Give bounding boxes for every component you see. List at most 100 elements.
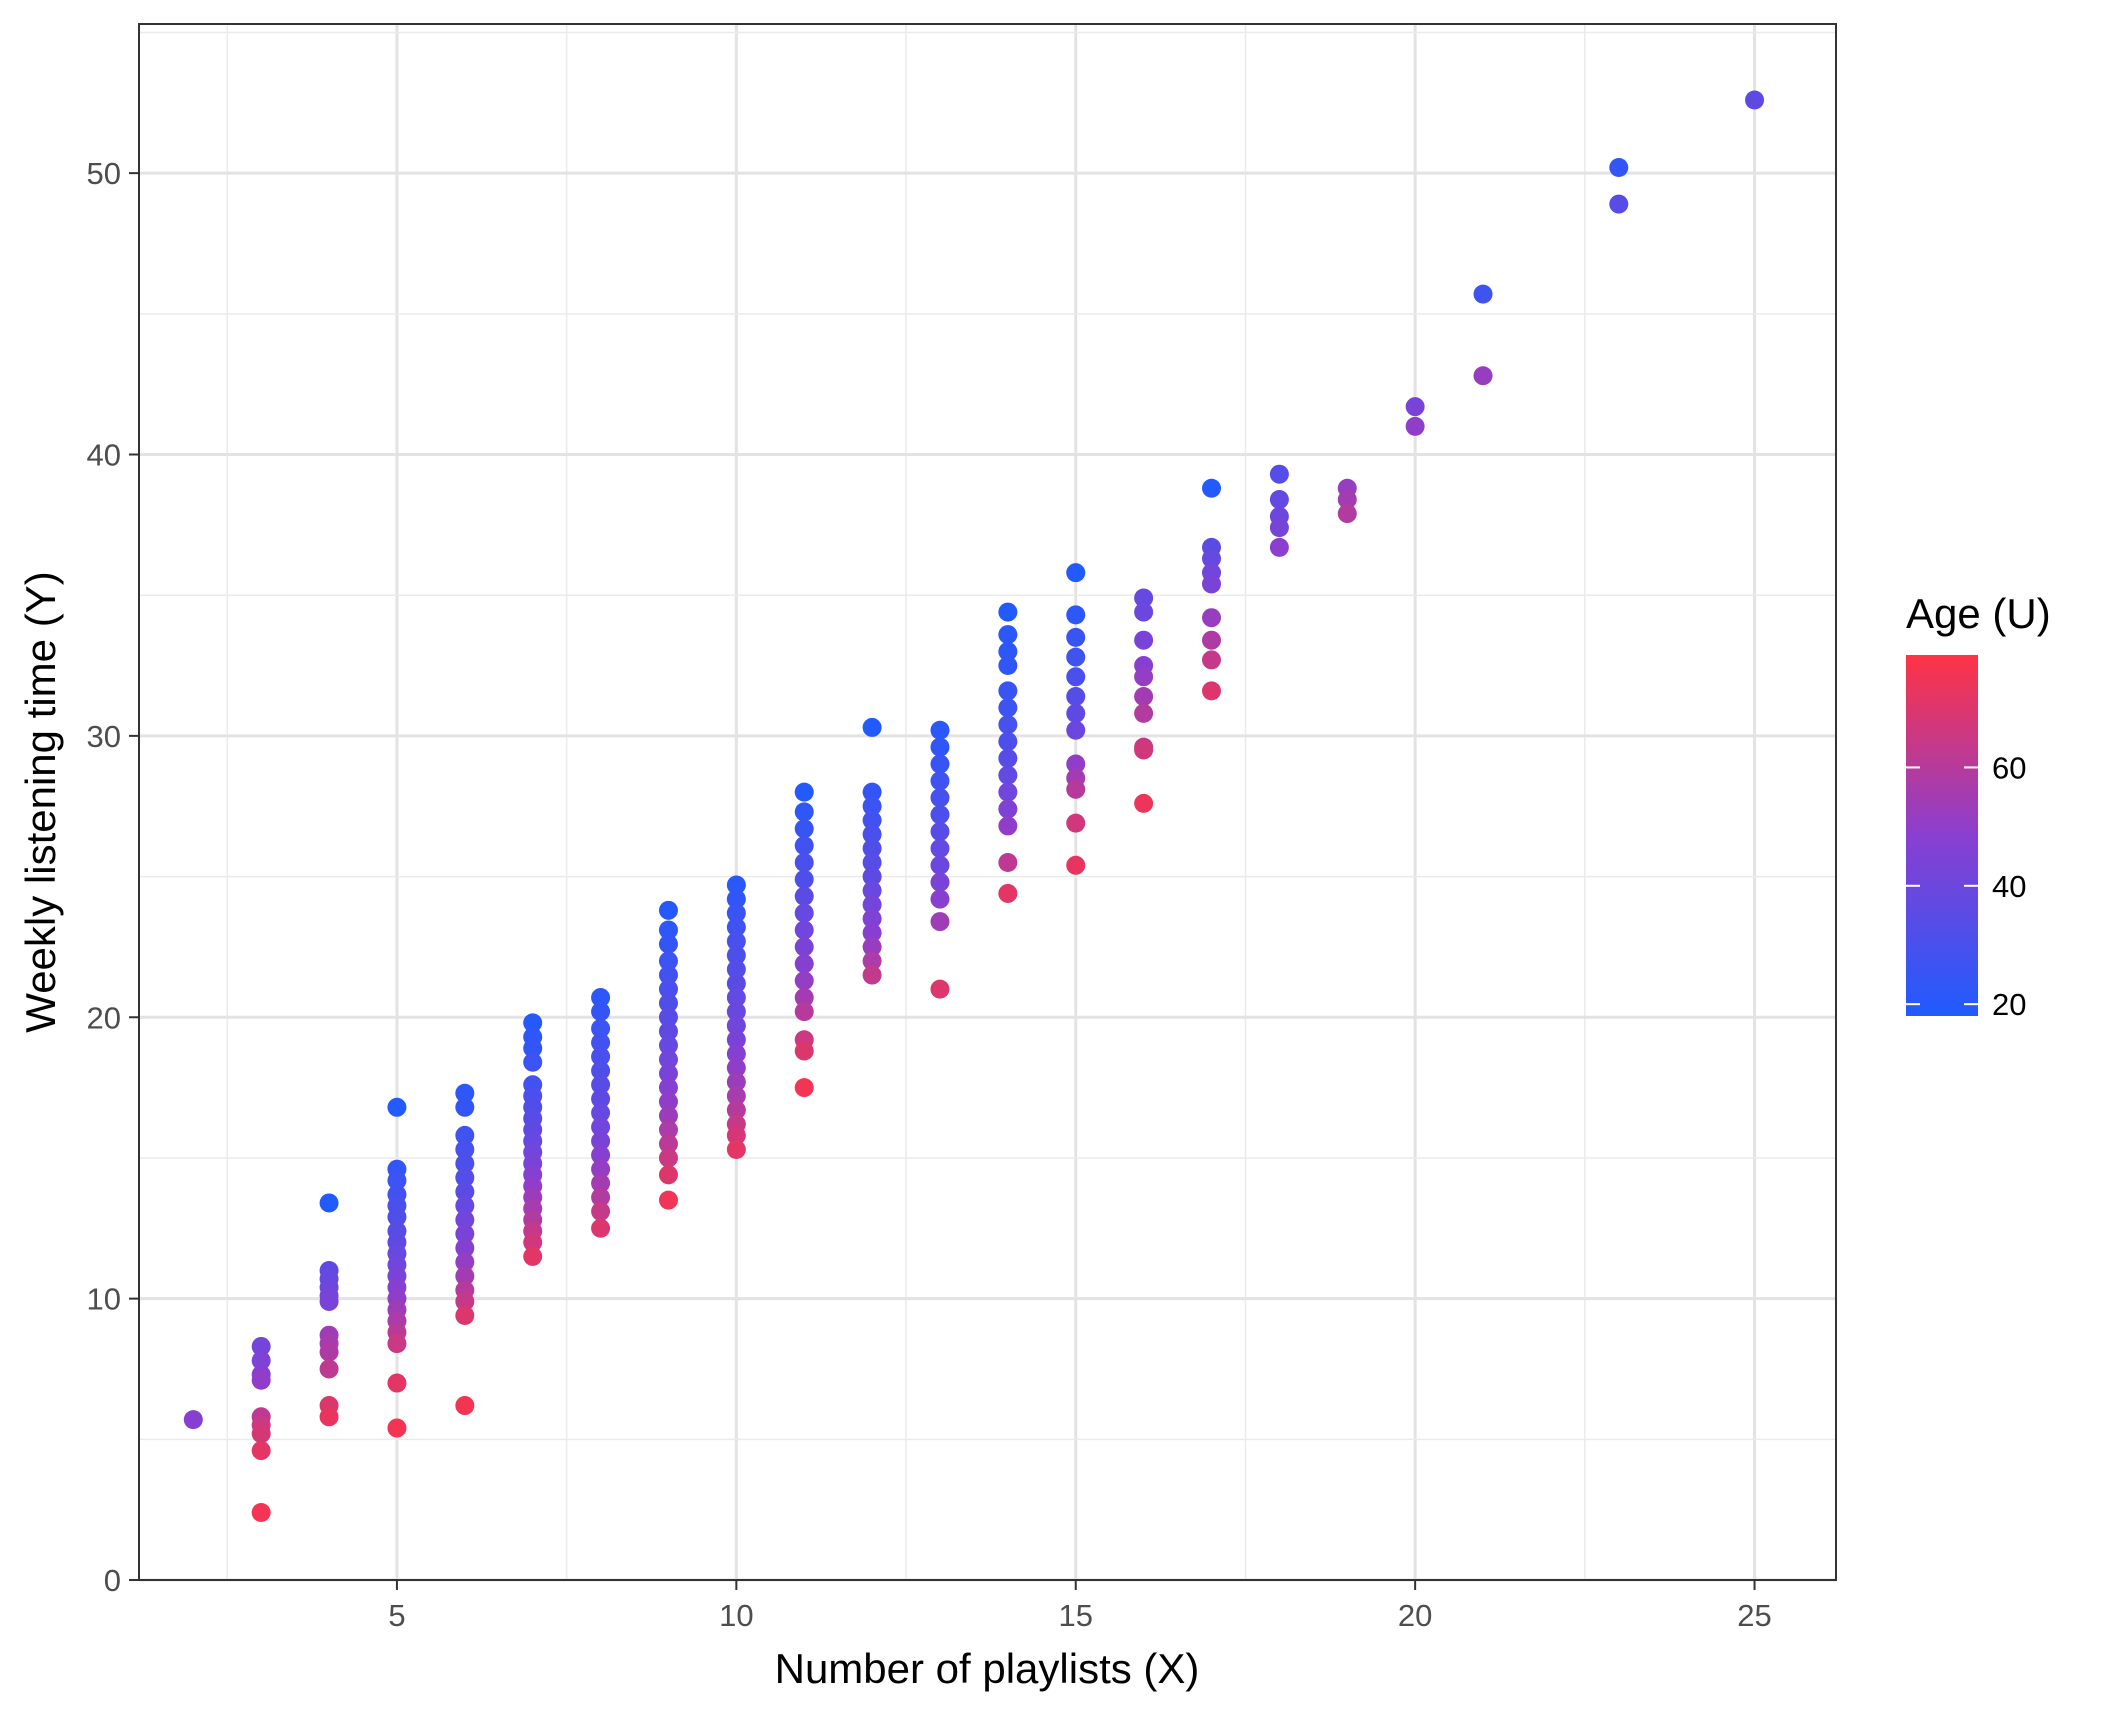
data-point (455, 1210, 475, 1230)
data-point (591, 1131, 611, 1151)
data-point (1066, 647, 1086, 667)
data-point (726, 917, 746, 937)
data-point (862, 838, 882, 858)
data-point (1066, 720, 1086, 740)
data-point (319, 1342, 339, 1362)
data-point (998, 602, 1018, 622)
data-point (862, 965, 882, 985)
x-tick-label: 10 (719, 1598, 753, 1633)
data-point (726, 973, 746, 993)
data-point (1134, 686, 1154, 706)
data-point (998, 681, 1018, 701)
data-point (319, 1193, 339, 1213)
data-point (591, 1145, 611, 1165)
data-point (794, 782, 814, 802)
data-point (726, 988, 746, 1008)
data-point (794, 1041, 814, 1061)
data-point (455, 1196, 475, 1216)
data-point (862, 881, 882, 901)
data-point (998, 715, 1018, 735)
data-point (455, 1266, 475, 1286)
data-point (523, 1052, 543, 1072)
data-points (183, 90, 1765, 1522)
data-point (1269, 537, 1289, 557)
data-point (930, 788, 950, 808)
data-point (1066, 627, 1086, 647)
data-point (591, 1173, 611, 1193)
data-point (998, 641, 1018, 661)
data-point (591, 988, 611, 1008)
data-point (862, 810, 882, 830)
data-point (658, 993, 678, 1013)
plot-border (138, 23, 1837, 1581)
data-point (1202, 681, 1222, 701)
data-point (1609, 158, 1629, 178)
data-point (523, 1246, 543, 1266)
data-point (1134, 602, 1154, 622)
y-tick-label: 10 (87, 1282, 121, 1317)
data-point (726, 903, 746, 923)
data-point (1134, 588, 1154, 608)
data-point (658, 934, 678, 954)
data-point (1202, 574, 1222, 594)
data-point (658, 965, 678, 985)
data-point (251, 1424, 271, 1444)
data-point (658, 1106, 678, 1126)
data-point (998, 732, 1018, 752)
data-point (591, 1075, 611, 1095)
axes: 5 10 15 20 25 0 10 20 30 40 50 (87, 156, 1772, 1633)
data-point (930, 771, 950, 791)
data-point (930, 979, 950, 999)
data-point (455, 1252, 475, 1272)
data-point (930, 822, 950, 842)
data-point (726, 1100, 746, 1120)
data-point (523, 1013, 543, 1033)
data-point (1066, 605, 1086, 625)
data-point (726, 1086, 746, 1106)
data-point (794, 954, 814, 974)
data-point (1066, 667, 1086, 687)
data-point (1202, 608, 1222, 628)
data-point (455, 1139, 475, 1159)
y-tick-label: 40 (87, 438, 121, 473)
data-point (658, 1021, 678, 1041)
data-point (862, 909, 882, 929)
legend-tick-label: 20 (1992, 987, 2026, 1022)
data-point (455, 1168, 475, 1188)
data-point (455, 1396, 475, 1416)
data-point (1066, 754, 1086, 774)
data-point (251, 1441, 271, 1461)
data-point (1066, 703, 1086, 723)
data-point (930, 805, 950, 825)
data-point (794, 819, 814, 839)
y-tick-label: 50 (87, 156, 121, 191)
data-point (591, 1019, 611, 1039)
data-point (998, 748, 1018, 768)
data-point (930, 720, 950, 740)
data-point (998, 625, 1018, 645)
data-point (862, 782, 882, 802)
data-point (1269, 464, 1289, 484)
data-point (455, 1224, 475, 1244)
data-point (183, 1410, 203, 1430)
legend-color-bar (1906, 655, 1978, 1016)
data-point (455, 1291, 475, 1311)
data-point (1134, 667, 1154, 687)
data-point (455, 1154, 475, 1174)
data-point (658, 1064, 678, 1084)
data-point (658, 1092, 678, 1112)
data-point (794, 920, 814, 940)
data-point (930, 754, 950, 774)
data-point (455, 1083, 475, 1103)
data-point (658, 951, 678, 971)
data-point (1337, 490, 1357, 510)
data-point (658, 1148, 678, 1168)
data-point (1134, 630, 1154, 650)
data-point (387, 1207, 407, 1227)
data-point (591, 1033, 611, 1053)
data-point (794, 971, 814, 991)
data-point (591, 1218, 611, 1238)
data-point (726, 1030, 746, 1050)
data-point (591, 1187, 611, 1207)
